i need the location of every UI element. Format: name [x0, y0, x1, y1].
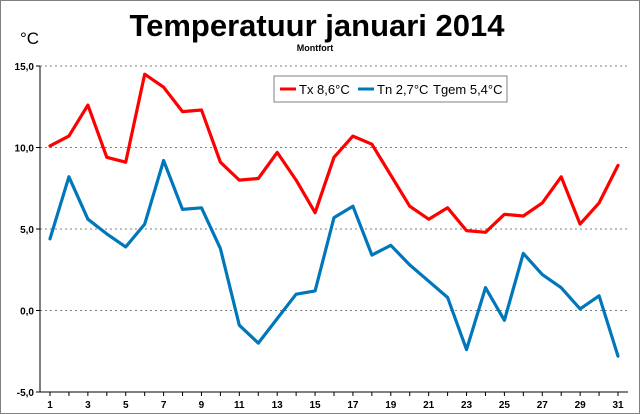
legend-label-tn: Tn 2,7°C — [377, 82, 428, 97]
x-tick-label: 19 — [385, 400, 397, 411]
x-tick-label: 7 — [161, 400, 167, 411]
x-tick-label: 23 — [461, 400, 473, 411]
axes — [36, 65, 628, 396]
series-line-tx — [48, 72, 620, 234]
chart-subtitle: Montfort — [297, 43, 333, 53]
legend: Tx 8,6°C Tn 2,7°C Tgem 5,4°C — [273, 75, 508, 103]
y-tick-label: 5,0 — [20, 225, 34, 236]
series-line-tn — [48, 158, 620, 358]
x-tick-label: 13 — [272, 400, 284, 411]
series-lines — [48, 72, 620, 358]
y-tick-label: 15,0 — [15, 62, 35, 73]
x-tick-label: 3 — [85, 400, 91, 411]
y-tick-label: 10,0 — [15, 144, 35, 155]
gridlines — [40, 65, 628, 311]
x-tick-labels: 1 3 5 7 9 11 13 15 17 19 21 23 25 27 29 31 — [47, 400, 624, 411]
x-tick-label: 5 — [123, 400, 129, 411]
x-tick-label: 1 — [47, 400, 53, 411]
x-tick-label: 29 — [575, 400, 587, 411]
legend-label-tx: Tx 8,6°C — [299, 82, 350, 97]
x-tick-label: 21 — [423, 400, 435, 411]
legend-box — [273, 75, 508, 103]
y-tick-label: 0,0 — [20, 307, 34, 318]
x-tick-label: 9 — [199, 400, 205, 411]
legend-label-tgem: Tgem 5,4°C — [433, 82, 503, 97]
y-tick-labels: 15,0 10,0 5,0 0,0 -5,0 — [15, 62, 35, 399]
chart-title: Temperatuur januari 2014 — [129, 8, 505, 43]
x-tick-label: 15 — [310, 400, 322, 411]
x-tick-label: 27 — [537, 400, 549, 411]
x-tick-label: 25 — [499, 400, 511, 411]
x-tick-label: 17 — [347, 400, 359, 411]
y-tick-label: -5,0 — [17, 388, 35, 399]
x-tick-label: 31 — [612, 400, 624, 411]
y-axis-label: °C — [20, 29, 39, 48]
x-tick-label: 11 — [234, 400, 245, 411]
